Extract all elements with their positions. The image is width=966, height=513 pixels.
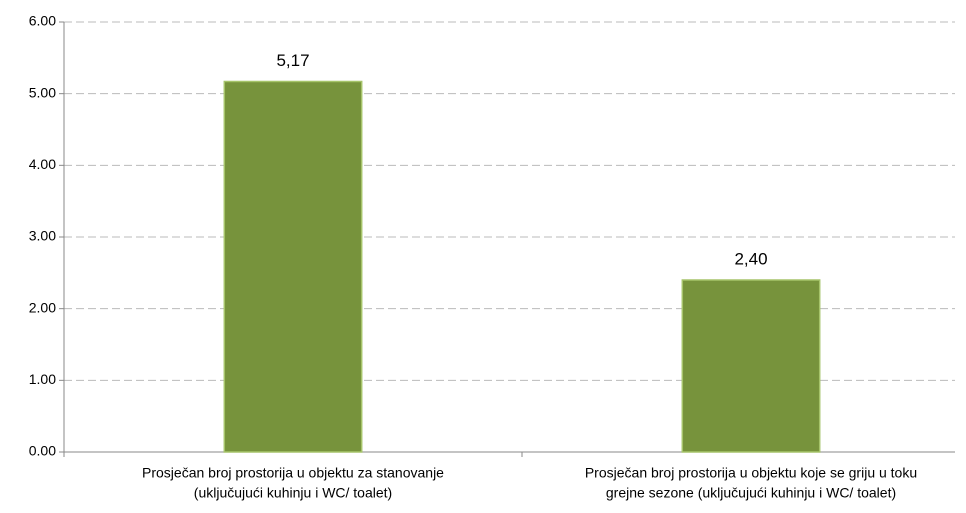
bar (681, 279, 821, 453)
y-tick-label: 0.00 (29, 443, 56, 459)
y-tick-label: 3.00 (29, 228, 56, 244)
value-label: 2,40 (734, 249, 767, 268)
y-tick-label: 1.00 (29, 371, 56, 387)
y-tick-label: 5.00 (29, 84, 56, 100)
x-tick-label: Prosječan broj prostorija u objektu koje… (585, 465, 917, 481)
y-tick-label: 6.00 (29, 13, 56, 29)
bar (223, 80, 363, 453)
y-tick-label: 4.00 (29, 156, 56, 172)
value-label: 5,17 (276, 51, 309, 70)
x-tick-label: grejne sezone (uključujući kuhinju i WC/… (606, 485, 896, 501)
y-tick-label: 2.00 (29, 299, 56, 315)
x-tick-label: Prosječan broj prostorija u objektu za s… (142, 465, 444, 481)
x-tick-label: (uključujući kuhinju i WC/ toalet) (194, 485, 392, 501)
